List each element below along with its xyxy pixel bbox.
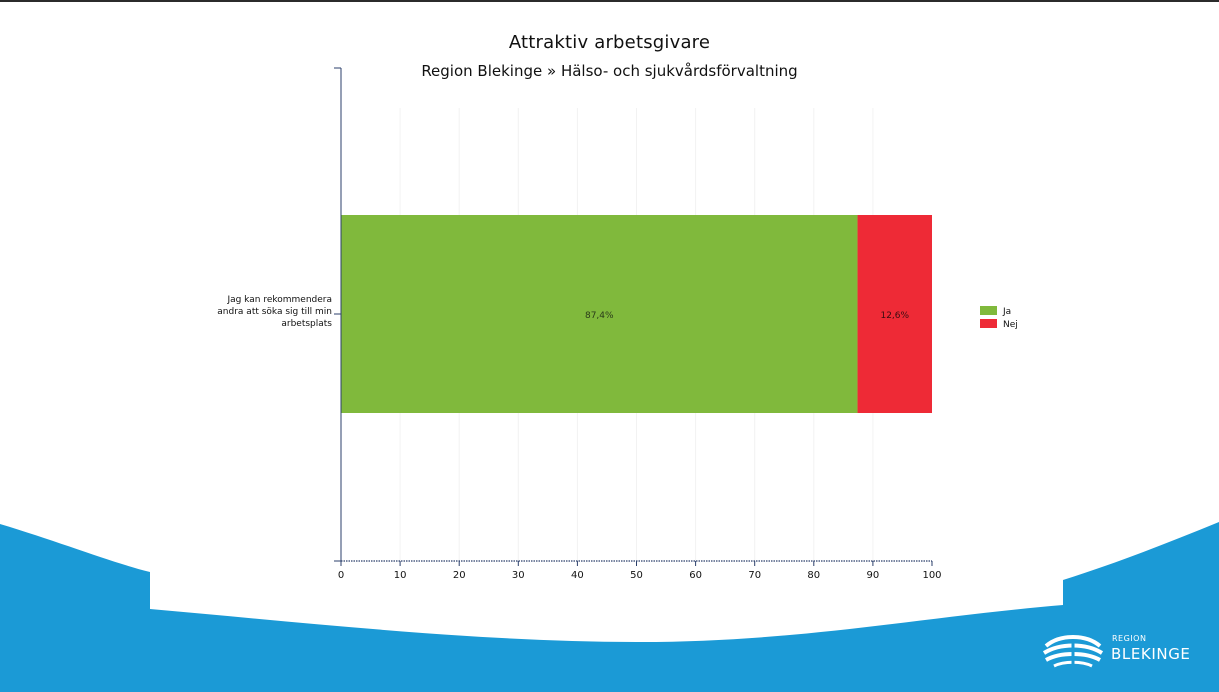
x-tick-label: 90: [867, 570, 880, 581]
x-tick-label: 10: [394, 570, 407, 581]
chart-title: Attraktiv arbetsgivare: [508, 32, 711, 53]
category-label: andra att söka sig till min: [217, 307, 332, 317]
bar-label-nej: 12,6%: [880, 311, 909, 321]
bar-nej: [857, 215, 932, 413]
legend-swatch-ja: [980, 306, 997, 315]
region-blekinge-logo: REGION BLEKINGE: [1042, 630, 1202, 670]
legend-label-nej: Nej: [1003, 320, 1018, 330]
x-tick-label: 50: [630, 570, 643, 581]
x-tick-label: 40: [571, 570, 584, 581]
x-tick-label: 80: [807, 570, 820, 581]
logo-small-text: REGION: [1112, 634, 1147, 643]
category-label: Jag kan rekommendera: [226, 295, 332, 305]
x-tick-label: 0: [338, 570, 344, 581]
legend-label-ja: Ja: [1002, 307, 1011, 317]
bar-label-ja: 87,4%: [585, 311, 614, 321]
background-wave-shape: [0, 522, 1219, 692]
bar-ja: [341, 215, 858, 413]
logo-big-text: BLEKINGE: [1111, 645, 1191, 663]
region-blekinge-wave-icon: [1042, 635, 1104, 668]
x-tick-label: 70: [748, 570, 761, 581]
x-tick-label: 60: [689, 570, 702, 581]
x-tick-label: 20: [453, 570, 466, 581]
x-tick-label: 30: [512, 570, 525, 581]
x-tick-label: 100: [922, 570, 941, 581]
category-label: arbetsplats: [281, 319, 332, 329]
legend-swatch-nej: [980, 319, 997, 328]
chart-subtitle: Region Blekinge » Hälso- och sjukvårdsfö…: [421, 62, 798, 80]
